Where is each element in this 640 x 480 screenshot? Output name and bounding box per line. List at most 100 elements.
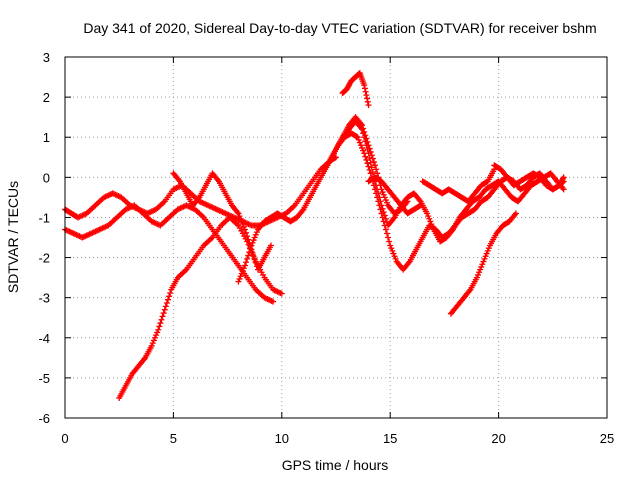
data-point: [355, 136, 362, 143]
data-point: [299, 207, 306, 214]
y-tick-label: -5: [38, 371, 50, 386]
data-point: [382, 197, 389, 204]
data-point: [237, 273, 244, 280]
data-point: [278, 290, 285, 297]
data-point: [475, 271, 482, 278]
data-point: [387, 242, 394, 249]
series-arc2: [62, 202, 277, 305]
data-point: [374, 186, 381, 193]
data-point: [251, 256, 258, 263]
data-point: [251, 234, 258, 241]
data-point: [473, 274, 480, 281]
data-point: [154, 329, 161, 336]
data-point: [150, 337, 157, 344]
data-point: [361, 85, 368, 92]
data-point: [252, 231, 259, 238]
data-point: [360, 130, 367, 137]
data-point: [156, 323, 163, 330]
data-point: [385, 234, 392, 241]
series-arc12: [491, 162, 567, 193]
data-point: [381, 212, 388, 219]
data-point: [368, 164, 375, 171]
data-point: [373, 182, 380, 189]
data-point: [391, 253, 398, 260]
data-point: [237, 215, 244, 222]
data-point: [236, 213, 243, 220]
data-point: [511, 211, 518, 218]
data-point: [560, 186, 567, 193]
data-point: [559, 179, 566, 186]
data-point: [361, 82, 368, 89]
data-point: [353, 133, 360, 140]
data-point: [466, 287, 473, 294]
data-point: [161, 306, 168, 313]
data-point: [166, 293, 173, 300]
data-point: [365, 163, 372, 170]
data-point: [267, 242, 274, 249]
data-point: [389, 247, 396, 254]
data-point: [175, 177, 182, 184]
data-point: [477, 266, 484, 273]
x-axis-label: GPS time / hours: [282, 457, 389, 473]
data-point: [162, 303, 169, 310]
series-arc6: [322, 130, 567, 273]
data-point: [560, 178, 567, 185]
y-tick-label: -1: [38, 210, 50, 225]
data-point: [369, 168, 376, 175]
y-tick-label: 1: [43, 130, 50, 145]
y-tick-label: -3: [38, 291, 50, 306]
data-point: [374, 170, 381, 177]
data-point: [392, 255, 399, 262]
data-point: [383, 199, 390, 206]
data-point: [377, 198, 384, 205]
data-point: [367, 159, 374, 166]
data-point: [426, 215, 433, 222]
data-point: [363, 92, 370, 99]
data-point: [480, 258, 487, 265]
data-point: [390, 215, 397, 222]
data-point: [379, 189, 386, 196]
data-point: [234, 209, 241, 216]
data-point: [214, 177, 221, 184]
data-point: [476, 269, 483, 276]
data-point: [388, 245, 395, 252]
data-point: [372, 162, 379, 169]
data-point: [243, 229, 250, 236]
data-point: [382, 215, 389, 222]
data-point: [386, 238, 393, 245]
data-point: [164, 296, 171, 303]
x-tick-label: 15: [383, 431, 397, 446]
y-tick-label: 3: [43, 50, 50, 65]
data-point: [238, 218, 245, 225]
series-arc11: [447, 210, 519, 317]
data-point: [363, 142, 370, 149]
data-point: [379, 205, 386, 212]
data-point: [362, 88, 369, 95]
data-point: [155, 326, 162, 333]
data-point: [356, 139, 363, 146]
x-tick-label: 5: [170, 431, 177, 446]
data-point: [359, 144, 366, 151]
data-point: [246, 249, 253, 256]
data-point: [235, 278, 242, 285]
data-point: [359, 126, 366, 133]
data-point: [376, 194, 383, 201]
data-point: [559, 185, 566, 192]
data-point: [364, 146, 371, 153]
data-point: [481, 255, 488, 262]
y-tick-label: -2: [38, 251, 50, 266]
grid-lines: [65, 57, 607, 418]
data-point: [252, 259, 259, 266]
data-point: [157, 320, 164, 327]
data-point: [482, 253, 489, 260]
plot-frame: [64, 56, 608, 419]
data-point: [425, 213, 432, 220]
data-point: [153, 332, 160, 339]
data-point: [148, 342, 155, 349]
series-arc8: [339, 70, 372, 109]
chart-title: Day 341 of 2020, Sidereal Day-to-day VTE…: [83, 20, 596, 36]
series-arc4: [170, 170, 274, 273]
data-point: [235, 210, 242, 217]
data-marks: [62, 70, 567, 401]
data-point: [365, 150, 372, 157]
